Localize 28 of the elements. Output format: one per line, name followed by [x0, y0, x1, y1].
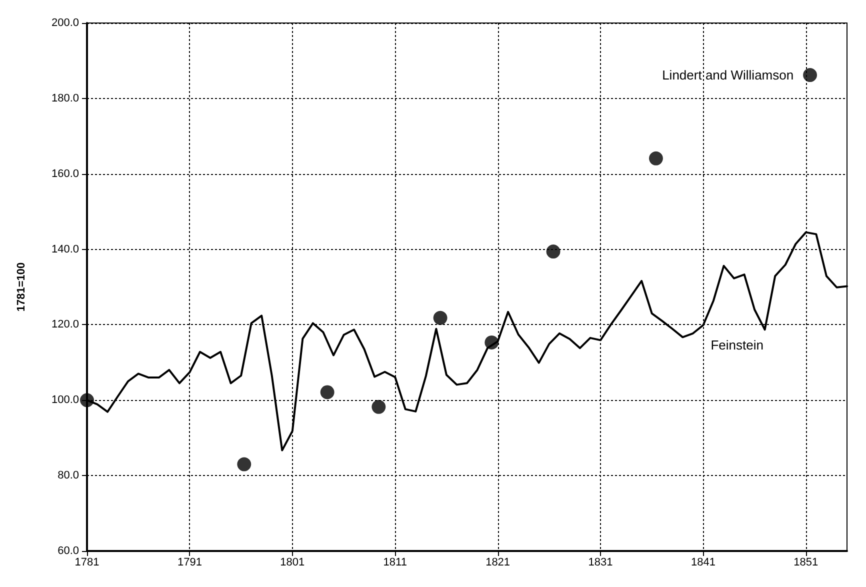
series-label: Lindert and Williamson	[662, 68, 794, 83]
point	[237, 457, 252, 472]
x-tick-label: 1831	[588, 556, 613, 568]
y-tick-label: 180.0	[51, 92, 79, 104]
y-tick-label: 100.0	[51, 394, 79, 406]
point	[80, 393, 94, 408]
x-tick-label: 1851	[794, 556, 818, 568]
point	[546, 244, 560, 259]
y-tick-label: 80.0	[58, 470, 79, 482]
x-tick-label: 1841	[690, 556, 716, 568]
x-tick-label: 1821	[486, 556, 510, 568]
y-tick-label: 60.0	[58, 545, 79, 557]
x-tick-label: 1801	[280, 556, 305, 568]
series-label: Feinstein	[710, 338, 764, 353]
point	[320, 385, 334, 400]
point	[803, 68, 818, 82]
point	[372, 400, 386, 414]
x-tick-label: 1791	[177, 556, 202, 568]
point	[433, 310, 448, 325]
y-axis-title: 1781=100	[16, 262, 28, 312]
y-tick-label: 140.0	[51, 243, 79, 256]
y-tick-label: 160.0	[51, 168, 79, 180]
y-tick-label: 200.0	[51, 17, 79, 29]
y-tick-label: 120.0	[51, 318, 79, 331]
point	[484, 335, 499, 350]
x-tick-label: 1781	[74, 556, 100, 568]
x-tick-label: 1811	[383, 556, 407, 568]
point	[648, 151, 663, 166]
